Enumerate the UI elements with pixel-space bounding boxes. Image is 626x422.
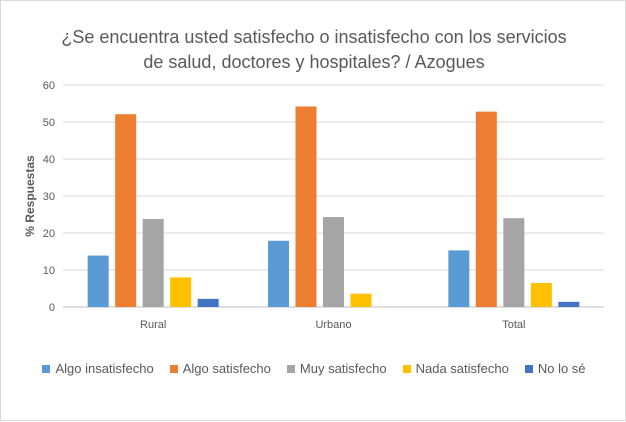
legend-label: Muy satisfecho [299,361,387,376]
legend-item: Muy satisfecho [286,361,387,376]
x-tick-label: Urbano [315,319,351,331]
legend-swatch [169,364,178,373]
legend-label: Nada satisfecho [415,361,509,376]
bar-total-3 [503,218,525,307]
bar-urbano-2 [295,106,317,308]
bars [87,106,580,308]
bar-rural-1 [87,255,109,307]
y-tick-label: 0 [49,302,55,314]
chart-legend: Algo insatisfecho Algo satisfecho Muy sati… [1,361,626,376]
bar-rural-5 [197,298,219,307]
bar-total-2 [475,111,497,307]
y-tick-label: 10 [43,265,55,277]
y-tick-label: 40 [43,154,55,166]
chart-title-line1: ¿Se encuentra usted satisfecho o insatis… [61,27,567,47]
bar-rural-2 [115,114,137,307]
legend-label: Algo insatisfecho [55,361,154,376]
chart-title: ¿Se encuentra usted satisfecho o insatis… [31,25,597,75]
bar-total-4 [530,282,552,307]
x-tick-label: Total [502,319,525,331]
bar-total-5 [558,301,580,307]
y-axis-ticks: 0 10 20 30 40 50 60 [43,80,55,314]
bar-urbano-1 [268,240,289,307]
bar-rural-3 [142,218,164,307]
bar-rural-4 [170,277,192,307]
bar-urbano-4 [350,293,372,307]
legend-swatch [524,364,533,373]
y-tick-label: 60 [43,80,55,92]
legend-item: Nada satisfecho [402,361,509,376]
legend-label: No lo sé [537,361,586,376]
legend-swatch [42,364,51,373]
x-tick-label: Rural [140,319,166,331]
legend-item: Algo satisfecho [169,361,271,376]
legend-swatch [402,364,411,373]
y-tick-label: 20 [43,228,55,240]
legend-swatch [286,364,295,373]
legend-item: No lo sé [524,361,586,376]
y-axis-label: % Respuestas [23,155,37,237]
legend-label: Algo satisfecho [182,361,271,376]
legend-item: Algo insatisfecho [42,361,154,376]
y-tick-label: 50 [43,117,55,129]
chart-title-line2: de salud, doctores y hospitales? / Azogu… [143,52,485,72]
bar-total-1 [448,250,470,307]
bar-urbano-3 [323,217,344,307]
x-axis-ticks: Rural Urbano Total [140,319,525,331]
y-tick-label: 30 [43,191,55,203]
